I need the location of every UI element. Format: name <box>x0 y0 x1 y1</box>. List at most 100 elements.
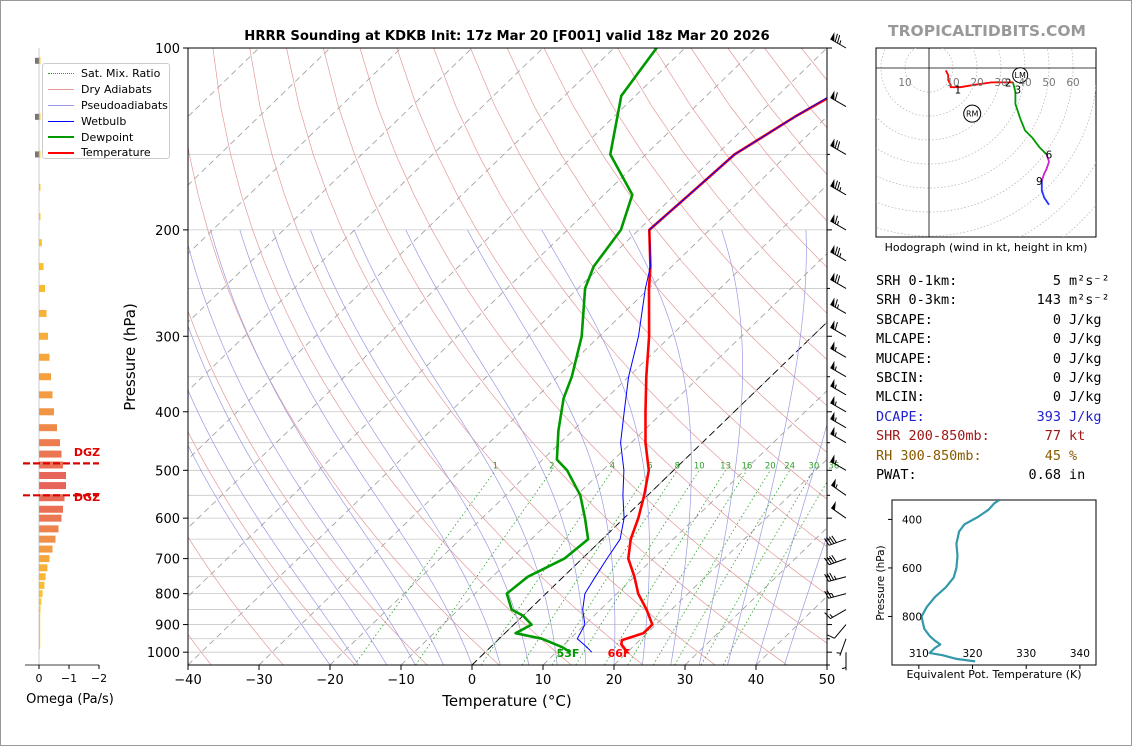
omega-bar <box>39 332 48 340</box>
mixing-ratio-label: 20 <box>765 461 776 471</box>
dry-adiabat <box>470 48 827 500</box>
x-tick-label: −10 <box>387 673 414 688</box>
barb-full <box>828 536 835 544</box>
stat-row: SBCIN: 0 J/kg <box>876 369 1116 388</box>
pseudoadiabat <box>467 229 616 665</box>
dry-adiabat <box>359 48 827 644</box>
barb-full <box>824 557 830 566</box>
barb-full <box>834 140 838 149</box>
stat-label: MUCAPE: <box>876 350 933 367</box>
pseudoadiabat <box>755 423 827 665</box>
wind-barb <box>830 411 847 429</box>
isotherm <box>188 48 615 460</box>
barb-half <box>834 459 837 465</box>
hodograph-ring-label: 50 <box>1042 77 1055 89</box>
y-tick-label: 300 <box>155 330 180 345</box>
hodograph-segment <box>944 69 1013 89</box>
dgz-label-top: DGZ <box>74 446 100 459</box>
isotherm <box>188 48 473 323</box>
wind-barb <box>841 652 847 671</box>
hodograph-segment <box>1040 154 1050 182</box>
barb-full <box>826 634 835 639</box>
barb-staff <box>828 538 847 546</box>
wind-barb <box>836 638 847 656</box>
dry-adiabat <box>433 48 827 548</box>
barb-staff <box>828 558 847 566</box>
dry-adiabat <box>617 48 827 314</box>
wind-barb <box>830 426 847 444</box>
hodograph-ring-label: 30 <box>994 77 1007 89</box>
pseudoadiabat <box>310 229 530 665</box>
y-tick-label: 900 <box>155 619 180 634</box>
barb-flag <box>830 454 835 464</box>
hodograph-ring-label: 40 <box>1018 77 1031 89</box>
hodograph-panel: LM RM 1 23 6 9 10 20 30 40 50 60 10 Hodograph (wind… <box>875 47 1097 254</box>
x-tick-label: 20 <box>606 673 623 688</box>
hodograph-ring-label: 20 <box>970 77 983 89</box>
barb-full <box>836 181 841 191</box>
barb-full <box>834 246 838 255</box>
mixing-ratio-label: 24 <box>784 461 795 471</box>
stat-value: 45 <box>1044 447 1061 464</box>
barb-staff <box>830 326 847 337</box>
wind-barb <box>830 244 847 262</box>
series-wetbulb <box>576 97 827 653</box>
stat-unit: J/kg <box>1069 369 1102 386</box>
barb-half <box>834 384 837 389</box>
mixing-ratio-line <box>722 481 827 665</box>
theta-e-x-tick-label: 340 <box>1070 648 1090 660</box>
mixing-ratio-line <box>627 470 748 665</box>
stat-row: RH 300-850mb: 45% <box>876 447 1116 466</box>
right-mover-marker <box>963 104 982 123</box>
omega-bar <box>39 461 63 469</box>
hodograph-height-label: 9 <box>1036 176 1043 188</box>
stat-label: RH 300-850mb: <box>876 447 982 464</box>
mixing-ratio-line <box>652 470 771 665</box>
barb-full <box>834 299 838 308</box>
x-tick-label: 30 <box>677 673 694 688</box>
theta-e-y-label: Pressure (hPa) <box>875 545 887 620</box>
wind-barb <box>824 572 847 582</box>
omega-bar <box>39 373 51 381</box>
stat-row: MUCAPE: 0 J/kg <box>876 350 1116 369</box>
barb-full <box>836 275 841 284</box>
series-dewpoint <box>505 48 658 654</box>
barb-flag <box>830 426 835 436</box>
omega-mark <box>35 57 39 64</box>
barb-full <box>834 215 838 224</box>
barb-staff <box>830 418 847 429</box>
omega-tick-label: −2 <box>91 672 107 685</box>
barb-half <box>839 187 842 192</box>
barb-staff <box>830 402 847 413</box>
barb-full <box>831 535 837 543</box>
theta-e-x-tick-label: 320 <box>963 648 983 660</box>
x-tick-label: −30 <box>245 673 272 688</box>
dry-adiabat <box>396 48 827 595</box>
mixing-ratio-line <box>575 470 700 665</box>
zero-isotherm <box>471 321 827 665</box>
omega-bar <box>39 573 46 581</box>
barb-full <box>826 573 832 581</box>
hodograph-segment <box>1012 82 1048 156</box>
stat-unit: J/kg <box>1069 350 1102 367</box>
isotherm <box>188 48 827 665</box>
barb-half <box>841 667 847 670</box>
wind-barb <box>830 454 847 471</box>
barb-full <box>836 141 841 150</box>
barb-half <box>835 484 838 489</box>
wind-barb <box>830 138 847 155</box>
barb-full <box>836 34 841 44</box>
omega-bar <box>39 450 62 458</box>
wind-barb <box>830 395 847 413</box>
barb-full <box>824 612 831 619</box>
hodograph-height-label: 1 <box>954 85 961 97</box>
stat-label: PWAT: <box>876 466 917 483</box>
theta-e-y-tick-label: 600 <box>902 563 922 575</box>
skewt-panel: 1 2 4 6 8 10 13 16 20 24 30 36 −40 −30 −20 −10 0 10 20 30 4… <box>121 42 839 710</box>
dry-adiabat <box>188 144 500 665</box>
pseudoadiabat <box>784 534 827 665</box>
barb-half <box>836 220 840 226</box>
mixing-ratio-line <box>551 470 678 665</box>
barb-flag <box>830 90 835 100</box>
dry-adiabat <box>506 48 827 453</box>
